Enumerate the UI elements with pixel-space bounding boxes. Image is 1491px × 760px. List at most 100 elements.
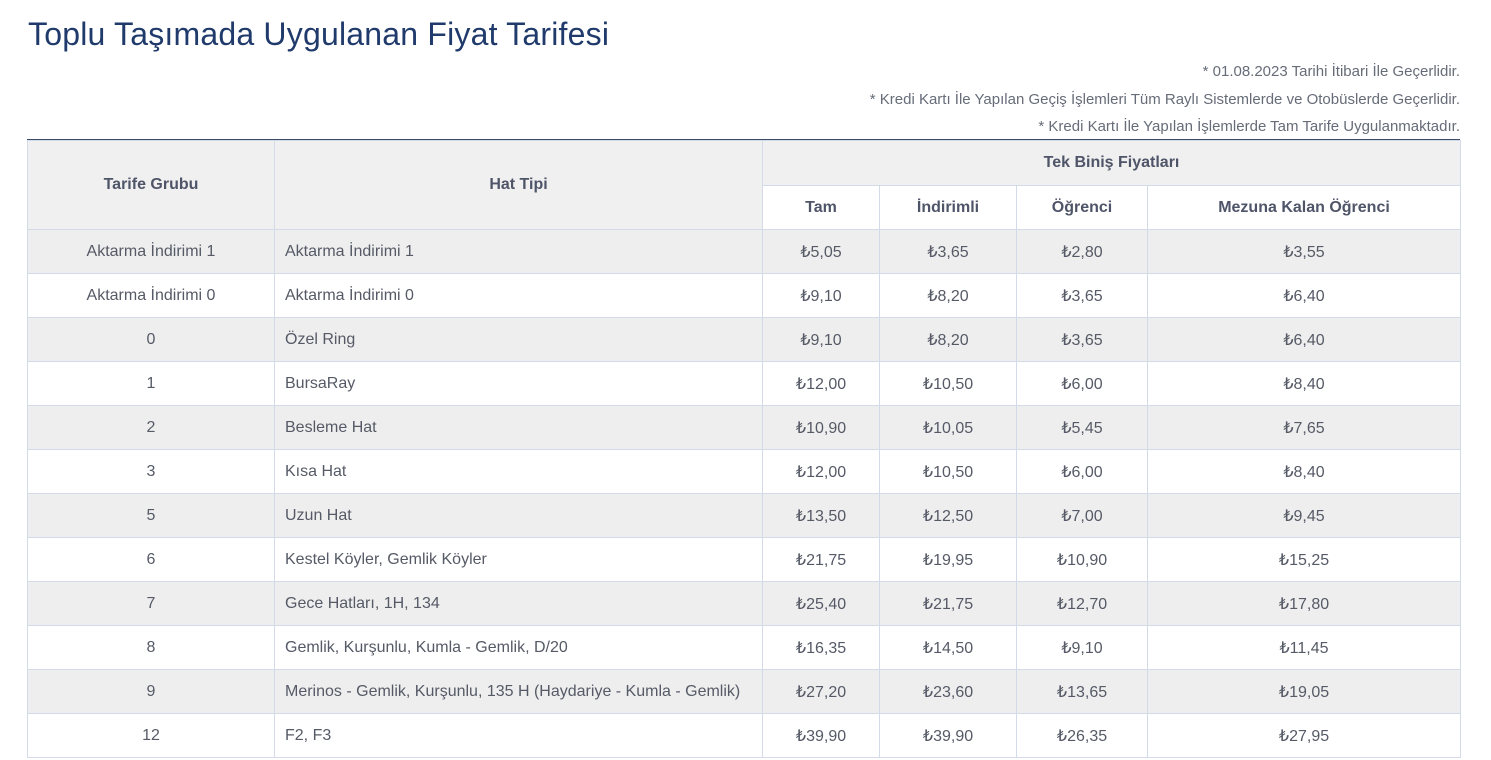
header-tam: Tam	[762, 185, 880, 230]
cell-indirimli: ₺23,60	[879, 669, 1017, 714]
cell-tam: ₺27,20	[762, 669, 880, 714]
cell-tam: ₺12,00	[762, 449, 880, 494]
table-row: 8 Gemlik, Kurşunlu, Kumla - Gemlik, D/20 ₺…	[27, 625, 1461, 670]
header-mezuna-kalan-ogrenci: Mezuna Kalan Öğrenci	[1147, 185, 1461, 230]
note-full-tariff: * Kredi Kartı İle Yapılan İşlemlerde Tam…	[1038, 118, 1460, 135]
cell-ogrenci: ₺5,45	[1016, 405, 1148, 450]
cell-hat-tipi: BursaRay	[274, 361, 763, 406]
table-row: 0 Özel Ring ₺9,10 ₺8,20 ₺3,65 ₺6,40	[27, 317, 1461, 362]
cell-tarife-grubu: 0	[27, 317, 275, 362]
cell-hat-tipi: Uzun Hat	[274, 493, 763, 538]
table-row: 2 Besleme Hat ₺10,90 ₺10,05 ₺5,45 ₺7,65	[27, 405, 1461, 450]
cell-tarife-grubu: Aktarma İndirimi 1	[27, 229, 275, 274]
cell-indirimli: ₺3,65	[879, 229, 1017, 274]
cell-hat-tipi: Besleme Hat	[274, 405, 763, 450]
header-ogrenci: Öğrenci	[1016, 185, 1148, 230]
table-row: 1 BursaRay ₺12,00 ₺10,50 ₺6,00 ₺8,40	[27, 361, 1461, 406]
cell-tarife-grubu: 9	[27, 669, 275, 714]
table-row: 3 Kısa Hat ₺12,00 ₺10,50 ₺6,00 ₺8,40	[27, 449, 1461, 494]
cell-ogrenci: ₺3,65	[1016, 273, 1148, 318]
header-tek-binis-fiyatlari: Tek Biniş Fiyatları	[762, 140, 1461, 186]
cell-mezuna-kalan-ogrenci: ₺11,45	[1147, 625, 1461, 670]
note-credit-card-scope: * Kredi Kartı İle Yapılan Geçiş İşlemler…	[869, 90, 1460, 108]
cell-tam: ₺16,35	[762, 625, 880, 670]
cell-ogrenci: ₺9,10	[1016, 625, 1148, 670]
table-top-rule	[27, 139, 1460, 140]
table-row: Aktarma İndirimi 0 Aktarma İndirimi 0 ₺9,1…	[27, 273, 1461, 318]
table-row: 9 Merinos - Gemlik, Kurşunlu, 135 H (Hayd…	[27, 669, 1461, 714]
cell-tarife-grubu: 6	[27, 537, 275, 582]
note-validity-date: * 01.08.2023 Tarihi İtibari İle Geçerlid…	[1202, 63, 1460, 80]
table-row: 5 Uzun Hat ₺13,50 ₺12,50 ₺7,00 ₺9,45	[27, 493, 1461, 538]
header-hat-tipi: Hat Tipi	[274, 140, 763, 230]
cell-mezuna-kalan-ogrenci: ₺8,40	[1147, 449, 1461, 494]
cell-mezuna-kalan-ogrenci: ₺9,45	[1147, 493, 1461, 538]
cell-tarife-grubu: 8	[27, 625, 275, 670]
cell-ogrenci: ₺6,00	[1016, 449, 1148, 494]
cell-hat-tipi: Merinos - Gemlik, Kurşunlu, 135 H (Hayda…	[274, 669, 763, 714]
table-row: Aktarma İndirimi 1 Aktarma İndirimi 1 ₺5,0…	[27, 229, 1461, 274]
cell-tam: ₺21,75	[762, 537, 880, 582]
cell-ogrenci: ₺13,65	[1016, 669, 1148, 714]
cell-hat-tipi: F2, F3	[274, 713, 763, 758]
cell-ogrenci: ₺2,80	[1016, 229, 1148, 274]
cell-hat-tipi: Kısa Hat	[274, 449, 763, 494]
cell-ogrenci: ₺12,70	[1016, 581, 1148, 626]
cell-hat-tipi: Aktarma İndirimi 0	[274, 273, 763, 318]
table-header: Tarife Grubu Hat Tipi Tek Biniş Fiyatlar…	[27, 140, 1461, 230]
cell-mezuna-kalan-ogrenci: ₺6,40	[1147, 317, 1461, 362]
cell-tarife-grubu: 5	[27, 493, 275, 538]
notes: * 01.08.2023 Tarihi İtibari İle Geçerlid…	[870, 60, 1460, 143]
cell-indirimli: ₺19,95	[879, 537, 1017, 582]
cell-ogrenci: ₺6,00	[1016, 361, 1148, 406]
cell-indirimli: ₺39,90	[879, 713, 1017, 758]
cell-indirimli: ₺12,50	[879, 493, 1017, 538]
cell-tam: ₺13,50	[762, 493, 880, 538]
cell-tarife-grubu: 7	[27, 581, 275, 626]
cell-indirimli: ₺10,05	[879, 405, 1017, 450]
table-body: Aktarma İndirimi 1 Aktarma İndirimi 1 ₺5,0…	[27, 229, 1461, 758]
table-row: 7 Gece Hatları, 1H, 134 ₺25,40 ₺21,75 ₺12,70…	[27, 581, 1461, 626]
cell-mezuna-kalan-ogrenci: ₺6,40	[1147, 273, 1461, 318]
table-row: 12 F2, F3 ₺39,90 ₺39,90 ₺26,35 ₺27,95	[27, 713, 1461, 758]
cell-indirimli: ₺14,50	[879, 625, 1017, 670]
cell-hat-tipi: Kestel Köyler, Gemlik Köyler	[274, 537, 763, 582]
cell-tam: ₺25,40	[762, 581, 880, 626]
header-tarife-grubu: Tarife Grubu	[27, 140, 275, 230]
cell-tam: ₺9,10	[762, 273, 880, 318]
cell-ogrenci: ₺3,65	[1016, 317, 1148, 362]
cell-mezuna-kalan-ogrenci: ₺15,25	[1147, 537, 1461, 582]
cell-indirimli: ₺8,20	[879, 273, 1017, 318]
tariff-table: Tarife Grubu Hat Tipi Tek Biniş Fiyatlar…	[27, 140, 1461, 758]
cell-tarife-grubu: Aktarma İndirimi 0	[27, 273, 275, 318]
cell-ogrenci: ₺26,35	[1016, 713, 1148, 758]
cell-mezuna-kalan-ogrenci: ₺7,65	[1147, 405, 1461, 450]
cell-indirimli: ₺8,20	[879, 317, 1017, 362]
cell-indirimli: ₺10,50	[879, 449, 1017, 494]
cell-ogrenci: ₺10,90	[1016, 537, 1148, 582]
cell-tarife-grubu: 12	[27, 713, 275, 758]
cell-mezuna-kalan-ogrenci: ₺3,55	[1147, 229, 1461, 274]
cell-indirimli: ₺21,75	[879, 581, 1017, 626]
cell-ogrenci: ₺7,00	[1016, 493, 1148, 538]
cell-tarife-grubu: 2	[27, 405, 275, 450]
cell-hat-tipi: Gece Hatları, 1H, 134	[274, 581, 763, 626]
cell-tarife-grubu: 3	[27, 449, 275, 494]
cell-tam: ₺12,00	[762, 361, 880, 406]
cell-mezuna-kalan-ogrenci: ₺19,05	[1147, 669, 1461, 714]
cell-tam: ₺10,90	[762, 405, 880, 450]
tariff-table-container: Tarife Grubu Hat Tipi Tek Biniş Fiyatlar…	[27, 140, 1461, 758]
cell-tam: ₺5,05	[762, 229, 880, 274]
cell-tam: ₺39,90	[762, 713, 880, 758]
header-indirimli: İndirimli	[879, 185, 1017, 230]
cell-indirimli: ₺10,50	[879, 361, 1017, 406]
cell-hat-tipi: Aktarma İndirimi 1	[274, 229, 763, 274]
cell-mezuna-kalan-ogrenci: ₺17,80	[1147, 581, 1461, 626]
cell-tam: ₺9,10	[762, 317, 880, 362]
table-row: 6 Kestel Köyler, Gemlik Köyler ₺21,75 ₺19,9…	[27, 537, 1461, 582]
cell-mezuna-kalan-ogrenci: ₺27,95	[1147, 713, 1461, 758]
cell-hat-tipi: Özel Ring	[274, 317, 763, 362]
cell-mezuna-kalan-ogrenci: ₺8,40	[1147, 361, 1461, 406]
cell-hat-tipi: Gemlik, Kurşunlu, Kumla - Gemlik, D/20	[274, 625, 763, 670]
page-title: Toplu Taşımada Uygulanan Fiyat Tarifesi	[28, 16, 610, 52]
